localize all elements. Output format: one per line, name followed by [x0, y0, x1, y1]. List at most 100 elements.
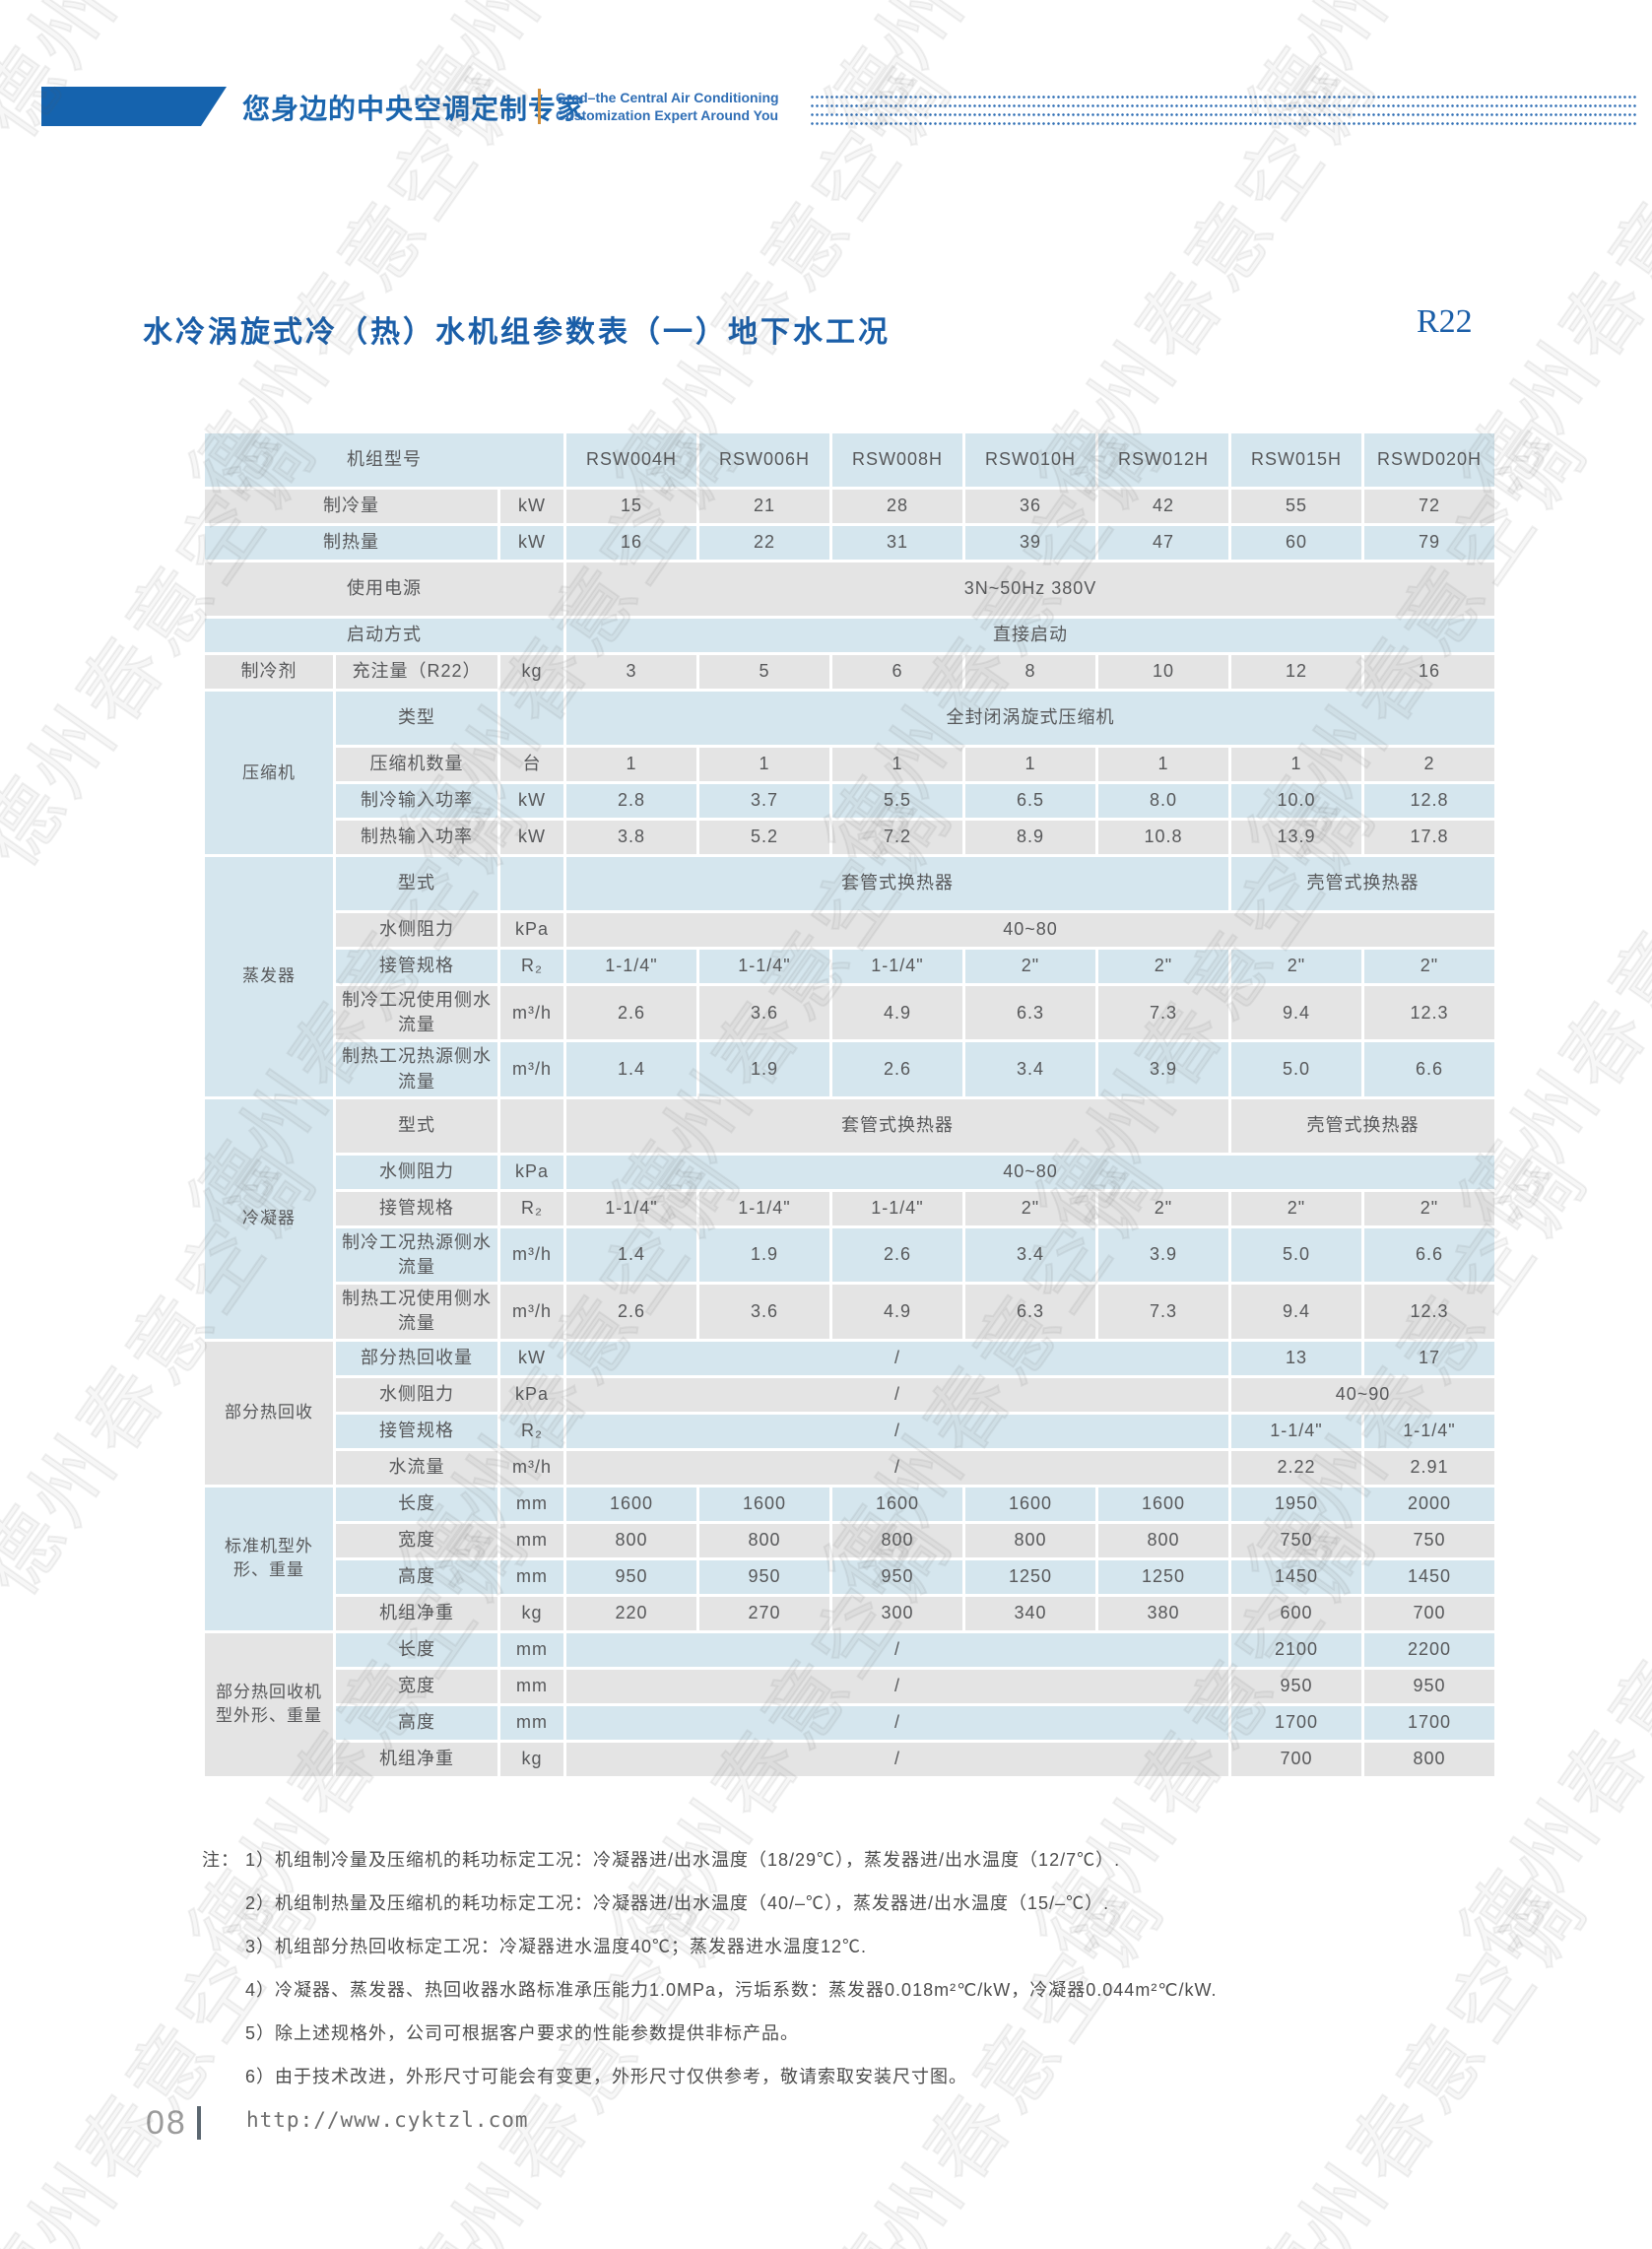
table-cell: mm [500, 1523, 563, 1557]
group-cell: 部分热回收机型外形、重量 [205, 1632, 333, 1776]
table-cell: 1-1/4" [566, 950, 696, 983]
table-cell: RSW008H [832, 433, 962, 487]
table-cell: 220 [566, 1596, 696, 1630]
table-cell: 壳管式换热器 [1231, 857, 1494, 910]
table-cell: 型式 [336, 857, 497, 910]
table-row: 启动方式 直接启动 [205, 619, 1494, 652]
table-cell: 22 [699, 526, 829, 560]
table-cell: 6.3 [965, 1285, 1095, 1339]
table-cell: 1 [699, 748, 829, 781]
table-cell: R₂ [500, 950, 563, 983]
table-cell: 5 [699, 655, 829, 689]
table-cell: 700 [1364, 1596, 1494, 1630]
table-row: 制热输入功率 kW 3.8 5.2 7.2 8.9 10.8 13.9 17.8 [205, 821, 1494, 854]
table-cell: / [566, 1341, 1228, 1375]
table-cell: 制冷工况使用侧水流量 [336, 986, 497, 1040]
table-row: 水侧阻力 kPa 40~80 [205, 913, 1494, 947]
table-cell: 40~80 [566, 1155, 1494, 1189]
table-cell: kW [500, 1341, 563, 1375]
table-row: 制热工况使用侧水流量 m³/h 2.6 3.6 4.9 6.3 7.3 9.4 12.3 [205, 1285, 1494, 1339]
table-cell: 800 [699, 1523, 829, 1557]
table-cell: 启动方式 [205, 619, 563, 652]
table-cell: 2" [1098, 950, 1228, 983]
table-row: 接管规格 R₂ 1-1/4" 1-1/4" 1-1/4" 2" 2" 2" 2" [205, 1191, 1494, 1225]
table-cell: 55 [1231, 490, 1361, 523]
table-cell: 340 [965, 1596, 1095, 1630]
table-cell: 制热工况热源侧水流量 [336, 1042, 497, 1096]
watermark-text: 德州春意空调 [1004, 2216, 1398, 2249]
table-cell: RSW004H [566, 433, 696, 487]
table-cell: RSW010H [965, 433, 1095, 487]
table-cell: kg [500, 655, 563, 689]
spec-table-body: 机组型号 RSW004H RSW006H RSW008H RSW010H RSW012H R… [205, 433, 1494, 1776]
table-cell: 2100 [1231, 1632, 1361, 1667]
table-cell: 部分热回收量 [336, 1341, 497, 1375]
table-cell: / [566, 1377, 1228, 1412]
note-text: 6）由于技术改进，外形尺寸可能会有变更，外形尺寸仅供参考，敬请索取安装尺寸图。 [245, 2067, 968, 2086]
table-cell: 5.5 [832, 784, 962, 818]
table-cell: 21 [699, 490, 829, 523]
table-cell: 1600 [832, 1487, 962, 1521]
table-cell: 充注量（R22） [336, 655, 497, 689]
table-cell: 750 [1231, 1523, 1361, 1557]
brand-divider [538, 89, 541, 124]
table-cell: 接管规格 [336, 1414, 497, 1448]
table-cell: 2.8 [566, 784, 696, 818]
group-cell: 蒸发器 [205, 857, 333, 1096]
table-cell: kg [500, 1596, 563, 1630]
table-cell: 5.0 [1231, 1042, 1361, 1096]
table-cell: 950 [1364, 1669, 1494, 1703]
table-cell: 800 [832, 1523, 962, 1557]
table-cell: 3.8 [566, 821, 696, 854]
table-cell: RSWD020H [1364, 433, 1494, 487]
table-cell: 2.6 [832, 1042, 962, 1096]
table-row: 制冷输入功率 kW 2.8 3.7 5.5 6.5 8.0 10.0 12.8 [205, 784, 1494, 818]
table-cell: 1 [566, 748, 696, 781]
table-cell: 2.6 [566, 986, 696, 1040]
table-cell: 16 [1364, 655, 1494, 689]
table-row: 高度 mm 950 950 950 1250 1250 1450 1450 [205, 1559, 1494, 1594]
table-row: 制冷量 kW 15 21 28 36 42 55 72 [205, 490, 1494, 523]
table-cell: kPa [500, 1377, 563, 1412]
table-cell: 1-1/4" [699, 950, 829, 983]
table-cell: 8 [965, 655, 1095, 689]
table-cell: 全封闭涡旋式压缩机 [566, 692, 1494, 745]
table-cell: kW [500, 526, 563, 560]
table-cell: 16 [566, 526, 696, 560]
table-cell [500, 857, 563, 910]
note-prefix [202, 2055, 245, 2098]
table-cell: 1-1/4" [832, 950, 962, 983]
table-cell: 17.8 [1364, 821, 1494, 854]
table-cell: 制冷量 [205, 490, 497, 523]
table-cell: 1450 [1231, 1559, 1361, 1594]
table-cell: 10.0 [1231, 784, 1361, 818]
note-prefix [202, 1925, 245, 1968]
group-cell: 标准机型外形、重量 [205, 1487, 333, 1630]
watermark-text: 德州春意空调 [1639, 0, 1652, 158]
note-prefix [202, 1882, 245, 1925]
watermark-text: 德州春意空调 [1639, 393, 1652, 887]
table-cell: 79 [1364, 526, 1494, 560]
table-cell: 2" [1098, 1191, 1228, 1225]
table-cell: 制冷剂 [205, 655, 333, 689]
table-cell: 1600 [965, 1487, 1095, 1521]
brand-tagline-en-line1: Grad–the Central Air Conditioning [556, 90, 779, 105]
table-cell: 6 [832, 655, 962, 689]
table-row: 水流量 m³/h/2.22 2.91 [205, 1450, 1494, 1485]
website-url: http://www.cyktzl.com [246, 2108, 529, 2132]
table-cell: 17 [1364, 1341, 1494, 1375]
table-cell: 1700 [1231, 1705, 1361, 1740]
table-row: 水侧阻力 kPa/40~90 [205, 1377, 1494, 1412]
table-row: 冷凝器 型式 套管式换热器 壳管式换热器 [205, 1098, 1494, 1339]
table-cell: 1250 [965, 1559, 1095, 1594]
table-cell: 2" [965, 1191, 1095, 1225]
table-cell: 1-1/4" [566, 1191, 696, 1225]
note-line: 4）冷凝器、蒸发器、热回收器水路标准承压能力1.0MPa，污垢系数：蒸发器0.0… [202, 1968, 1512, 2012]
table-cell: 水侧阻力 [336, 1155, 497, 1189]
table-cell: 2.6 [832, 1227, 962, 1283]
table-cell: kW [500, 821, 563, 854]
table-cell: 1600 [566, 1487, 696, 1521]
table-cell: 2.91 [1364, 1450, 1494, 1485]
table-row: 制冷剂 充注量（R22） kg 3 5 6 8 10 12 16 [205, 655, 1494, 689]
dotted-pattern [810, 93, 1637, 125]
